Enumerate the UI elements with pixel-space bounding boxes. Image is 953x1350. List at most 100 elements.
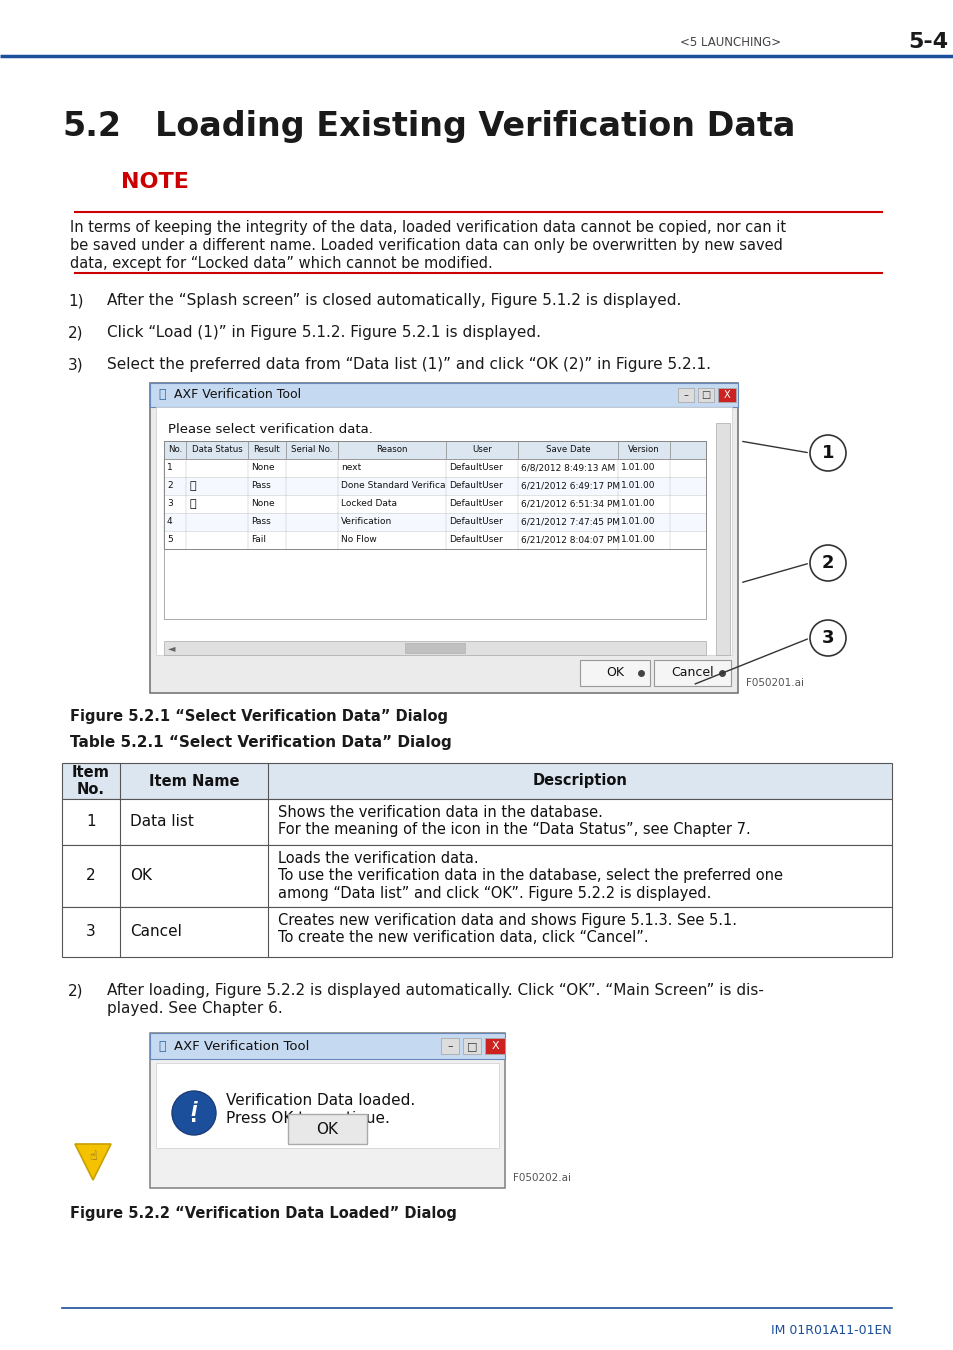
Text: Item
No.: Item No. xyxy=(72,765,110,798)
FancyBboxPatch shape xyxy=(579,660,649,686)
Text: □: □ xyxy=(700,390,710,400)
Text: 1: 1 xyxy=(167,463,172,472)
Text: i: i xyxy=(191,1100,197,1119)
FancyBboxPatch shape xyxy=(698,387,713,402)
Text: In terms of keeping the integrity of the data, loaded verification data cannot b: In terms of keeping the integrity of the… xyxy=(70,220,785,235)
Text: 3: 3 xyxy=(167,500,172,509)
Text: 1): 1) xyxy=(68,293,84,308)
Text: Figure 5.2.2 “Verification Data Loaded” Dialog: Figure 5.2.2 “Verification Data Loaded” … xyxy=(70,1206,456,1220)
Text: Creates new verification data and shows Figure 5.1.3. See 5.1.
To create the new: Creates new verification data and shows … xyxy=(277,913,737,945)
Text: □: □ xyxy=(466,1041,476,1052)
FancyBboxPatch shape xyxy=(164,459,705,477)
FancyBboxPatch shape xyxy=(150,1033,504,1058)
Text: AXF Verification Tool: AXF Verification Tool xyxy=(173,389,301,401)
FancyBboxPatch shape xyxy=(164,477,705,495)
Text: Press OK to continue.: Press OK to continue. xyxy=(226,1111,390,1126)
FancyBboxPatch shape xyxy=(164,531,705,549)
FancyBboxPatch shape xyxy=(150,1033,504,1188)
Text: Pass: Pass xyxy=(251,517,271,526)
Text: OK: OK xyxy=(605,667,623,679)
Text: Click “Load (1)” in Figure 5.1.2. Figure 5.2.1 is displayed.: Click “Load (1)” in Figure 5.1.2. Figure… xyxy=(107,325,540,340)
Text: DefaultUser: DefaultUser xyxy=(449,482,502,490)
Text: Please select verification data.: Please select verification data. xyxy=(168,423,373,436)
Text: None: None xyxy=(251,500,274,509)
Text: Cancel: Cancel xyxy=(130,925,182,940)
Text: 6/21/2012 6:49:17 PM: 6/21/2012 6:49:17 PM xyxy=(520,482,619,490)
Text: Cancel: Cancel xyxy=(671,667,713,679)
Text: User: User xyxy=(472,446,492,455)
Text: –: – xyxy=(447,1041,453,1052)
Text: DefaultUser: DefaultUser xyxy=(449,463,502,472)
Text: OK: OK xyxy=(130,868,152,883)
Text: DefaultUser: DefaultUser xyxy=(449,517,502,526)
Text: Verification Data loaded.: Verification Data loaded. xyxy=(226,1094,415,1108)
Text: 2: 2 xyxy=(821,554,833,572)
Text: ⛨: ⛨ xyxy=(158,1040,165,1053)
FancyBboxPatch shape xyxy=(164,549,705,620)
FancyBboxPatch shape xyxy=(150,383,738,406)
Text: No.: No. xyxy=(168,446,182,455)
FancyBboxPatch shape xyxy=(716,423,729,655)
Text: F050201.ai: F050201.ai xyxy=(745,678,803,688)
Text: Shows the verification data in the database.
For the meaning of the icon in the : Shows the verification data in the datab… xyxy=(277,805,750,837)
FancyBboxPatch shape xyxy=(654,660,730,686)
Text: Locked Data: Locked Data xyxy=(340,500,396,509)
Text: Done Standard Verifica: Done Standard Verifica xyxy=(340,482,445,490)
Text: 6/21/2012 6:51:34 PM: 6/21/2012 6:51:34 PM xyxy=(520,500,619,509)
Text: next: next xyxy=(340,463,361,472)
Text: Data Status: Data Status xyxy=(192,446,242,455)
Text: Select the preferred data from “Data list (1)” and click “OK (2)” in Figure 5.2.: Select the preferred data from “Data lis… xyxy=(107,356,710,373)
Text: Description: Description xyxy=(532,774,627,788)
FancyBboxPatch shape xyxy=(484,1038,504,1054)
FancyBboxPatch shape xyxy=(164,495,705,513)
Text: None: None xyxy=(251,463,274,472)
Text: X: X xyxy=(723,390,730,400)
Text: OK: OK xyxy=(316,1122,338,1137)
Text: ⛨: ⛨ xyxy=(158,389,165,401)
Text: ·: · xyxy=(190,1111,197,1130)
FancyBboxPatch shape xyxy=(678,387,693,402)
Text: F050202.ai: F050202.ai xyxy=(513,1173,571,1183)
Polygon shape xyxy=(75,1143,111,1180)
Text: 2: 2 xyxy=(86,868,95,883)
Text: be saved under a different name. Loaded verification data can only be overwritte: be saved under a different name. Loaded … xyxy=(70,238,782,252)
Text: Pass: Pass xyxy=(251,482,271,490)
Text: 1: 1 xyxy=(86,814,95,829)
Text: 5: 5 xyxy=(167,536,172,544)
Text: No Flow: No Flow xyxy=(340,536,376,544)
Text: 1: 1 xyxy=(821,444,833,462)
Text: DefaultUser: DefaultUser xyxy=(449,536,502,544)
Text: 2): 2) xyxy=(68,325,84,340)
FancyBboxPatch shape xyxy=(62,763,891,799)
Circle shape xyxy=(809,545,845,580)
FancyBboxPatch shape xyxy=(62,907,891,957)
Text: AXF Verification Tool: AXF Verification Tool xyxy=(173,1040,309,1053)
Text: –: – xyxy=(683,390,688,400)
FancyBboxPatch shape xyxy=(288,1114,367,1143)
FancyBboxPatch shape xyxy=(440,1038,458,1054)
Text: Version: Version xyxy=(627,446,659,455)
Text: DefaultUser: DefaultUser xyxy=(449,500,502,509)
FancyBboxPatch shape xyxy=(405,643,464,653)
FancyBboxPatch shape xyxy=(164,441,705,459)
Text: IM 01R01A11-01EN: IM 01R01A11-01EN xyxy=(770,1323,891,1336)
Text: 1.01.00: 1.01.00 xyxy=(620,463,655,472)
Text: Loading Existing Verification Data: Loading Existing Verification Data xyxy=(154,109,795,143)
Text: Fail: Fail xyxy=(251,536,266,544)
Text: Item Name: Item Name xyxy=(149,774,239,788)
Text: 6/21/2012 7:47:45 PM: 6/21/2012 7:47:45 PM xyxy=(520,517,619,526)
Text: 6/21/2012 8:04:07 PM: 6/21/2012 8:04:07 PM xyxy=(520,536,619,544)
Text: 1.01.00: 1.01.00 xyxy=(620,482,655,490)
FancyBboxPatch shape xyxy=(62,845,891,907)
Text: After the “Splash screen” is closed automatically, Figure 5.1.2 is displayed.: After the “Splash screen” is closed auto… xyxy=(107,293,680,308)
Text: 6/8/2012 8:49:13 AM: 6/8/2012 8:49:13 AM xyxy=(520,463,615,472)
Text: 5.2: 5.2 xyxy=(62,109,121,143)
FancyBboxPatch shape xyxy=(164,641,705,655)
FancyBboxPatch shape xyxy=(164,513,705,531)
Text: 2: 2 xyxy=(167,482,172,490)
Text: ◄: ◄ xyxy=(168,643,175,653)
Text: ☝: ☝ xyxy=(89,1149,96,1162)
FancyBboxPatch shape xyxy=(150,383,738,693)
FancyBboxPatch shape xyxy=(462,1038,480,1054)
Text: After loading, Figure 5.2.2 is displayed automatically. Click “OK”. “Main Screen: After loading, Figure 5.2.2 is displayed… xyxy=(107,983,763,998)
